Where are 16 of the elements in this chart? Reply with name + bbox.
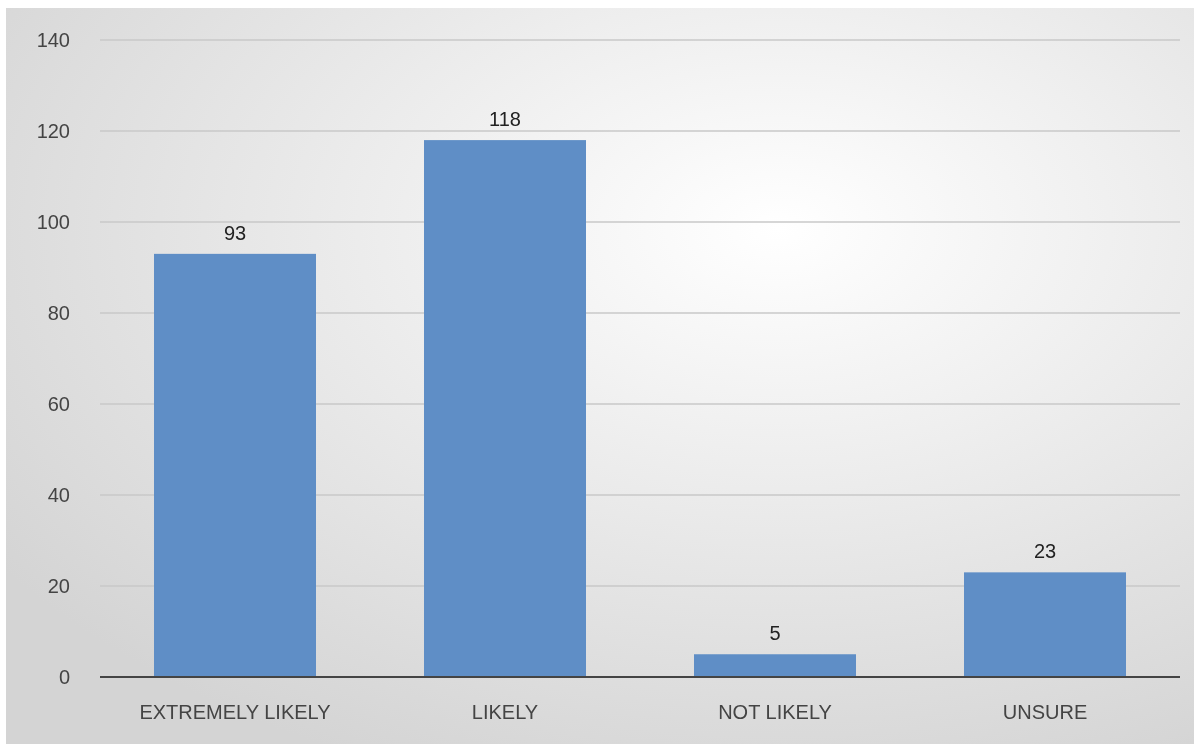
- x-tick-label: NOT LIKELY: [718, 701, 832, 723]
- y-tick-label: 140: [36, 29, 70, 51]
- x-tick-label: LIKELY: [471, 701, 539, 723]
- data-label: 5: [769, 622, 781, 645]
- y-tick-label: 60: [47, 393, 70, 415]
- data-label: 93: [223, 221, 247, 244]
- y-tick-label: 40: [47, 484, 70, 506]
- x-tick-label: EXTREMELY LIKELY: [139, 701, 331, 723]
- y-tick-label: 120: [36, 120, 70, 142]
- x-tick-label: UNSURE: [1002, 701, 1088, 723]
- y-tick-label: 20: [47, 575, 70, 597]
- data-label: 118: [489, 108, 521, 131]
- data-label: 23: [1033, 540, 1057, 563]
- y-tick-label: 0: [58, 666, 70, 688]
- y-tick-label: 100: [36, 211, 70, 233]
- y-tick-label: 80: [47, 302, 70, 324]
